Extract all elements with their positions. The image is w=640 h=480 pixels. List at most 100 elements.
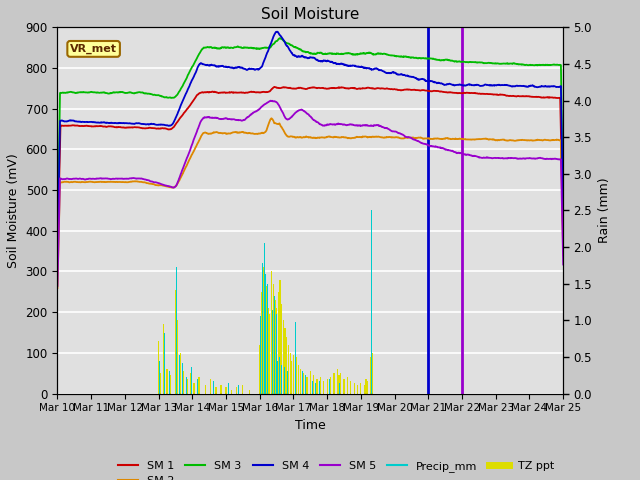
Bar (260, 316, 261, 394)
X-axis label: Time: Time (295, 419, 326, 432)
Bar (264, 243, 265, 394)
Bar (360, 384, 362, 394)
Bar (180, 353, 181, 394)
Bar (275, 300, 276, 394)
Bar (284, 328, 285, 394)
Bar (164, 333, 165, 394)
Bar (182, 363, 183, 394)
Bar (293, 355, 294, 394)
Bar (278, 292, 279, 394)
Bar (225, 387, 227, 394)
Bar (179, 355, 180, 394)
Bar (273, 284, 274, 394)
Bar (183, 371, 184, 394)
Bar (272, 310, 273, 394)
Bar (176, 267, 177, 394)
Bar (323, 382, 324, 394)
Bar (175, 290, 176, 394)
Bar (205, 385, 207, 394)
Bar (261, 292, 262, 394)
Legend: SM 1, SM 2, SM 3, SM 4, SM 5, Precip_mm, TZ ppt: SM 1, SM 2, SM 3, SM 4, SM 5, Precip_mm,… (114, 456, 558, 480)
Title: Soil Moisture: Soil Moisture (261, 7, 360, 22)
Bar (262, 264, 263, 394)
Bar (238, 385, 239, 394)
Bar (249, 390, 250, 394)
Bar (300, 369, 301, 394)
Bar (190, 373, 191, 394)
Bar (271, 272, 272, 394)
Bar (159, 361, 160, 394)
Bar (230, 390, 232, 394)
Bar (198, 377, 200, 394)
Bar (264, 276, 266, 394)
Bar (193, 384, 195, 394)
Bar (288, 345, 289, 394)
Bar (220, 385, 221, 394)
Bar (367, 382, 368, 394)
Bar (339, 384, 340, 394)
Bar (326, 379, 328, 394)
Bar (169, 371, 170, 394)
Bar (372, 353, 373, 394)
Bar (303, 373, 304, 394)
Bar (283, 320, 284, 394)
Bar (197, 379, 198, 394)
Y-axis label: Rain (mm): Rain (mm) (598, 178, 611, 243)
Bar (298, 365, 299, 394)
Bar (307, 377, 308, 394)
Bar (312, 382, 313, 394)
Bar (329, 379, 330, 394)
Bar (344, 379, 345, 394)
Bar (158, 341, 159, 394)
Bar (337, 369, 338, 394)
Bar (266, 286, 267, 394)
Bar (357, 385, 358, 394)
Bar (365, 379, 367, 394)
Bar (295, 323, 296, 394)
Bar (163, 324, 164, 394)
Bar (212, 382, 214, 394)
Bar (279, 357, 280, 394)
Bar (350, 382, 351, 394)
Bar (310, 371, 311, 394)
Bar (296, 357, 298, 394)
Bar (289, 353, 291, 394)
Bar (287, 371, 289, 394)
Bar (177, 320, 178, 394)
Bar (353, 384, 355, 394)
Bar (215, 387, 216, 394)
Bar (286, 336, 287, 394)
Bar (207, 371, 209, 394)
Bar (320, 377, 321, 394)
Bar (267, 284, 268, 394)
Bar (371, 357, 372, 394)
Bar (313, 375, 314, 394)
Bar (340, 373, 341, 394)
Bar (294, 349, 296, 394)
Bar (269, 314, 271, 394)
Bar (281, 365, 282, 394)
Bar (284, 367, 285, 394)
Bar (281, 304, 282, 394)
Bar (268, 308, 269, 394)
Bar (302, 371, 303, 394)
Bar (333, 373, 335, 394)
Bar (291, 361, 292, 394)
Bar (259, 345, 260, 394)
Bar (330, 377, 331, 394)
Y-axis label: Soil Moisture (mV): Soil Moisture (mV) (7, 153, 20, 268)
Bar (371, 210, 372, 394)
Bar (236, 387, 237, 394)
Bar (160, 373, 161, 394)
Bar (274, 296, 275, 394)
Bar (166, 369, 168, 394)
Text: VR_met: VR_met (70, 44, 117, 54)
Bar (276, 308, 277, 394)
Bar (364, 385, 365, 394)
Bar (339, 375, 340, 394)
Bar (277, 361, 278, 394)
Bar (347, 377, 348, 394)
Bar (319, 382, 320, 394)
Bar (187, 379, 188, 394)
Bar (262, 267, 264, 394)
